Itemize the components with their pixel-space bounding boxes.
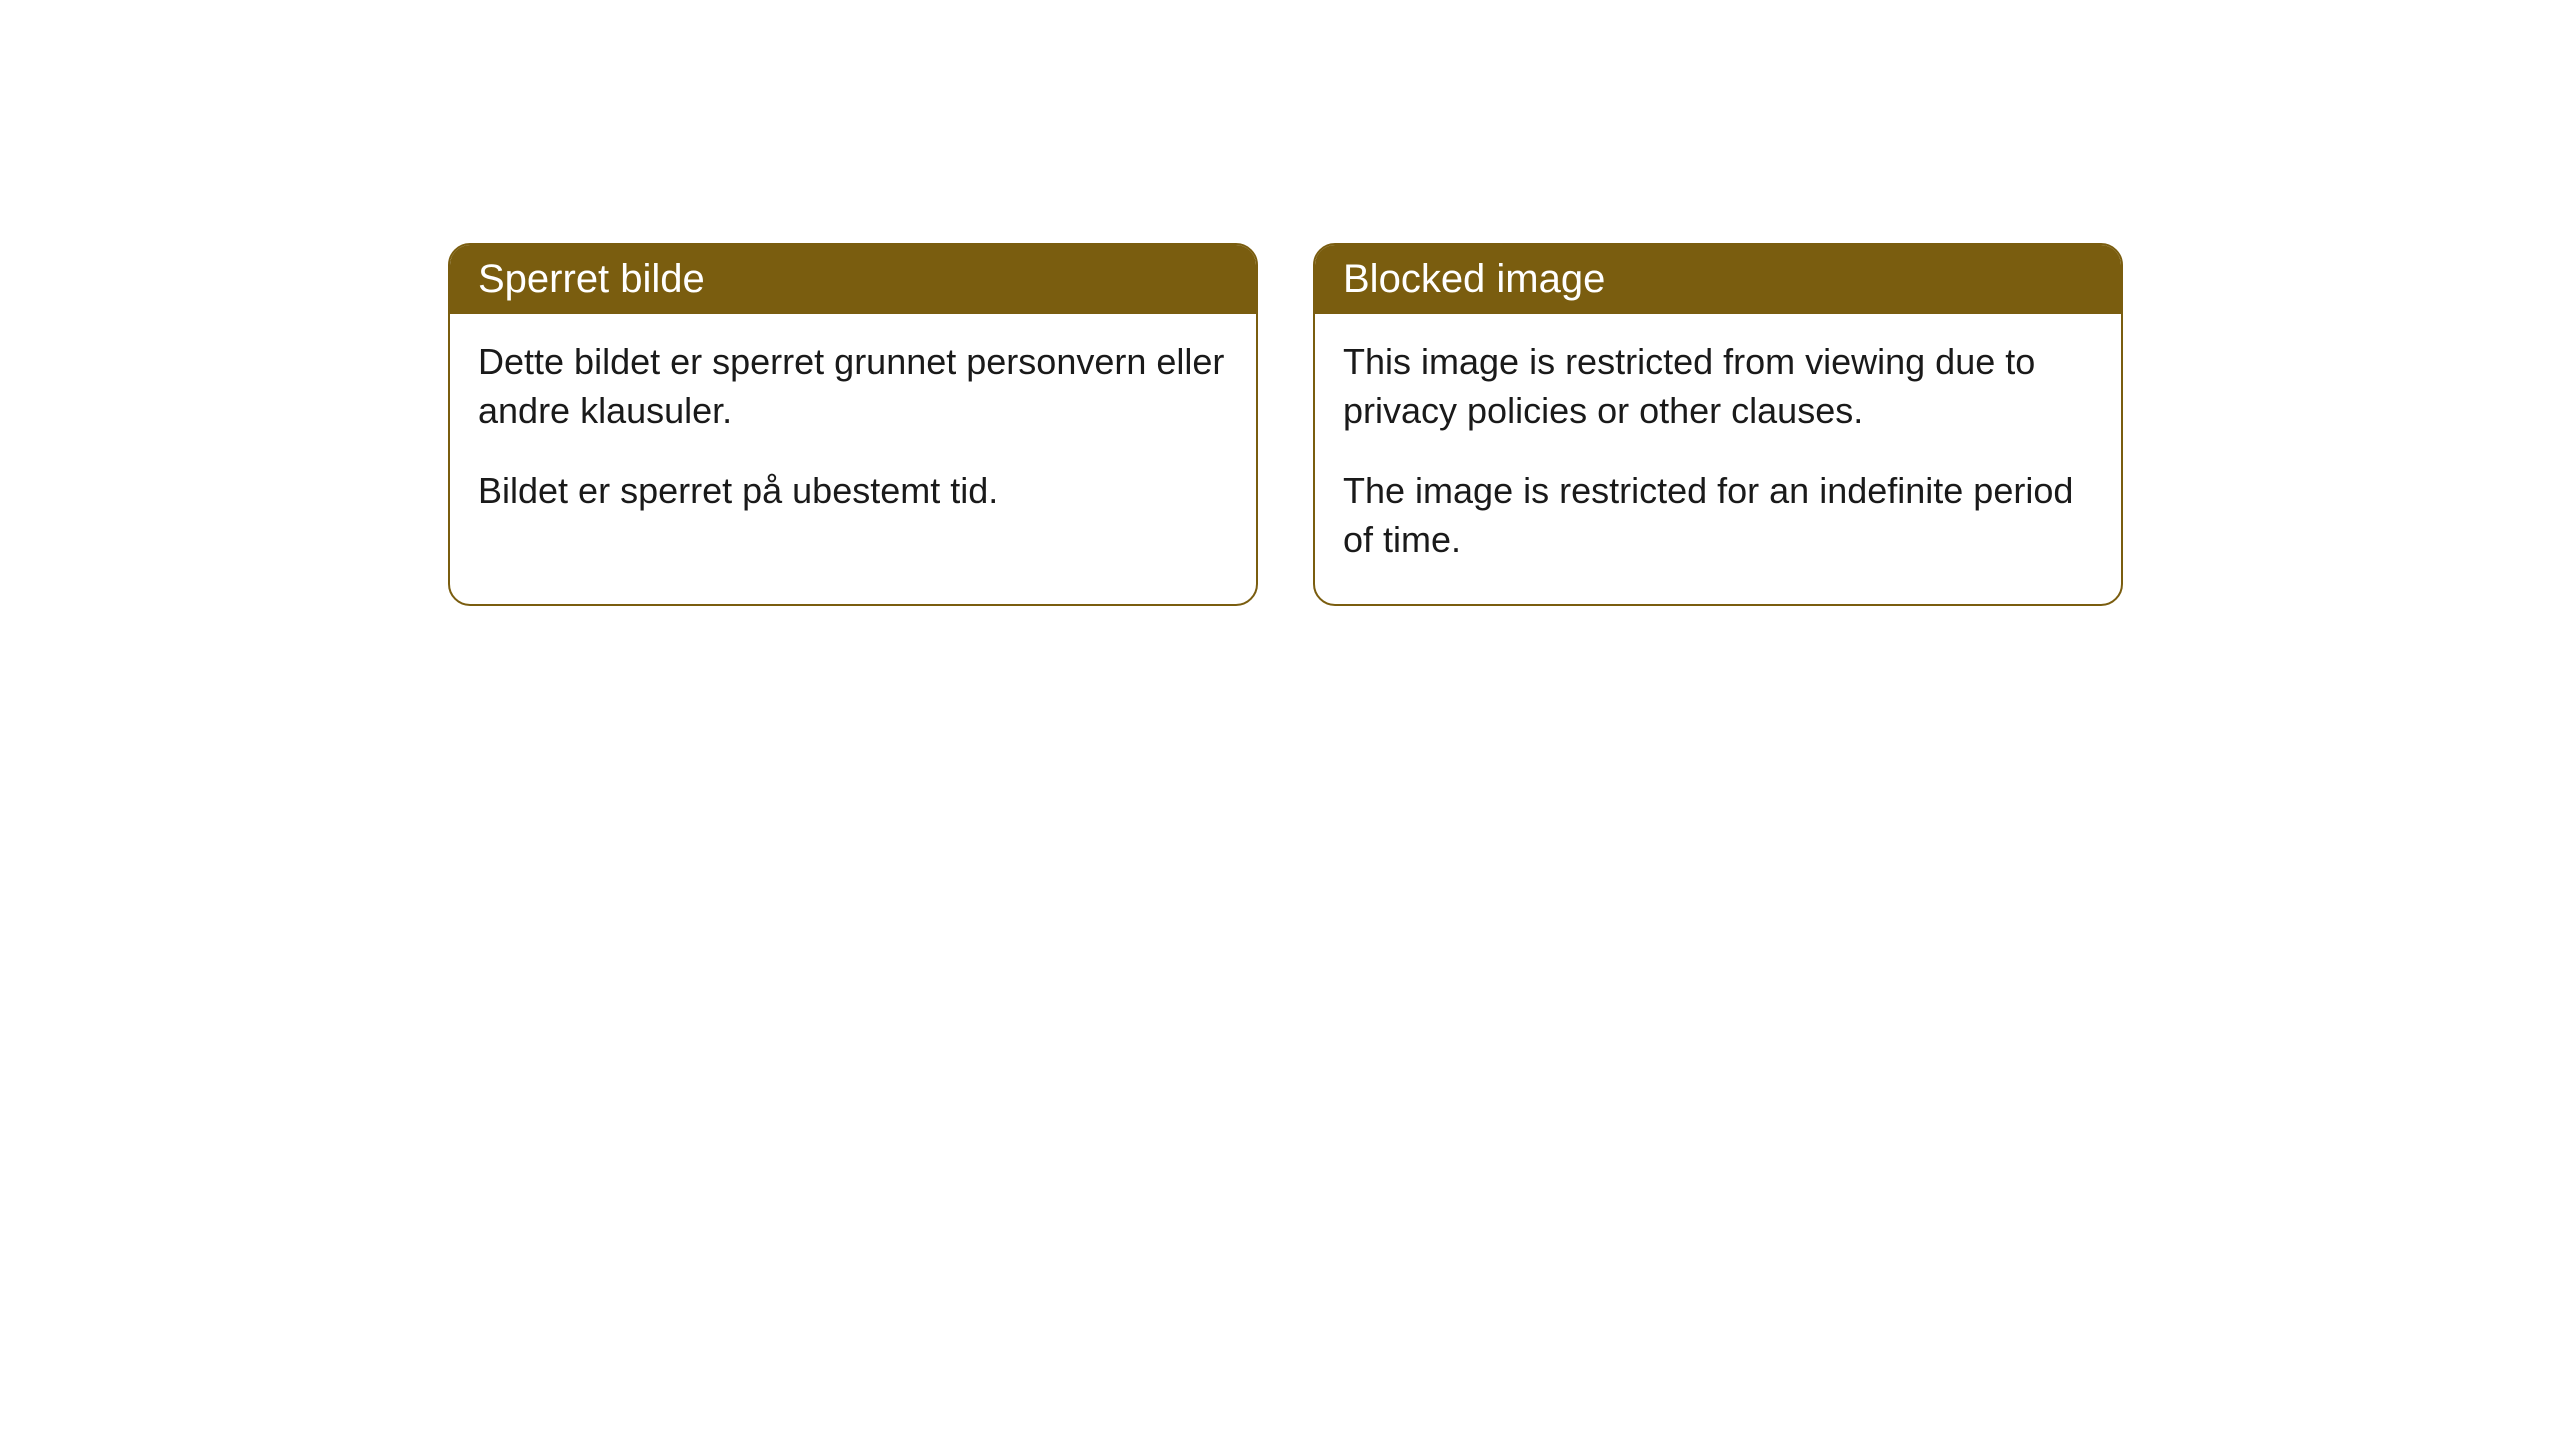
card-title-english: Blocked image (1343, 257, 1605, 301)
card-body-norwegian: Dette bildet er sperret grunnet personve… (450, 314, 1256, 556)
card-header-norwegian: Sperret bilde (450, 245, 1256, 314)
card-header-english: Blocked image (1315, 245, 2121, 314)
card-paragraph-1-norwegian: Dette bildet er sperret grunnet personve… (478, 338, 1228, 435)
card-paragraph-2-english: The image is restricted for an indefinit… (1343, 467, 2093, 564)
card-paragraph-2-norwegian: Bildet er sperret på ubestemt tid. (478, 467, 1228, 516)
blocked-image-card-english: Blocked image This image is restricted f… (1313, 243, 2123, 606)
card-paragraph-1-english: This image is restricted from viewing du… (1343, 338, 2093, 435)
card-body-english: This image is restricted from viewing du… (1315, 314, 2121, 604)
blocked-image-card-norwegian: Sperret bilde Dette bildet er sperret gr… (448, 243, 1258, 606)
card-title-norwegian: Sperret bilde (478, 257, 705, 301)
cards-container: Sperret bilde Dette bildet er sperret gr… (0, 0, 2560, 606)
